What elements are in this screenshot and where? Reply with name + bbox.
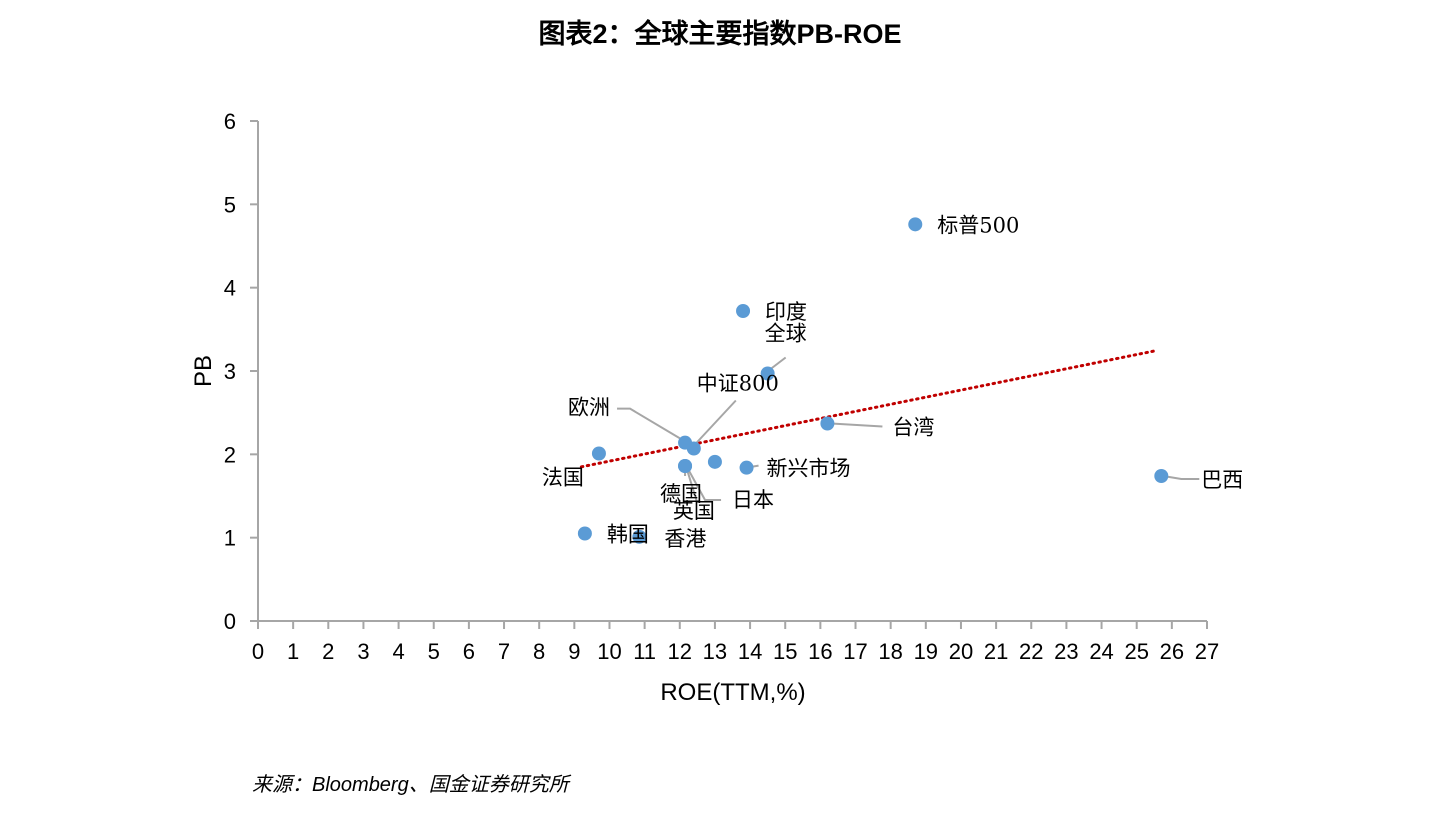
point-label: 韩国 bbox=[607, 523, 649, 547]
x-tick-label: 12 bbox=[668, 639, 692, 664]
x-tick-label: 20 bbox=[949, 639, 973, 664]
leader-line bbox=[695, 399, 737, 445]
data-point bbox=[632, 529, 647, 544]
x-axis-label: ROE(TTM,%) bbox=[660, 679, 805, 706]
y-tick-label: 0 bbox=[224, 609, 236, 634]
y-tick-label: 1 bbox=[224, 526, 236, 551]
point-label: 全球 bbox=[765, 322, 807, 346]
x-tick-label: 15 bbox=[773, 639, 797, 664]
x-tick-label: 4 bbox=[392, 639, 404, 664]
leader-line bbox=[1163, 475, 1200, 480]
x-tick-label: 16 bbox=[808, 639, 832, 664]
data-point bbox=[577, 526, 592, 541]
x-tick-label: 6 bbox=[463, 639, 475, 664]
axes: 0 1 2 3 4 5 6 7 8 9 10 11 12 13 14 15 16 17 18 19 20 21 22 23 24… bbox=[224, 109, 1219, 664]
x-tick-label: 17 bbox=[843, 639, 867, 664]
data-point bbox=[739, 460, 754, 475]
chart-title: 图表2：全球主要指数PB-ROE bbox=[538, 19, 902, 49]
data-point bbox=[1154, 469, 1169, 483]
y-tick-label: 4 bbox=[224, 276, 236, 301]
leader-line bbox=[687, 468, 722, 501]
data-point bbox=[591, 446, 606, 461]
x-tick-label: 27 bbox=[1195, 639, 1219, 664]
point-label: 日本 bbox=[732, 488, 774, 512]
y-tick-label: 3 bbox=[224, 359, 236, 384]
x-tick-label: 0 bbox=[252, 639, 264, 664]
data-point bbox=[760, 366, 775, 381]
point-label: 英国 bbox=[673, 499, 715, 523]
x-tick-label: 21 bbox=[984, 639, 1008, 664]
trendline-path bbox=[579, 349, 1156, 469]
x-tick-label: 18 bbox=[878, 639, 902, 664]
y-tick-label: 5 bbox=[224, 192, 236, 217]
data-point bbox=[736, 304, 751, 318]
point-label: 新兴市场 bbox=[767, 457, 851, 481]
data-point bbox=[707, 454, 722, 469]
y-tick-label: 2 bbox=[224, 442, 236, 467]
x-tick-label: 19 bbox=[914, 639, 938, 664]
x-tick-label: 8 bbox=[533, 639, 545, 664]
point-label: 法国 bbox=[542, 466, 584, 490]
y-axis-label: PB bbox=[190, 355, 217, 387]
data-point bbox=[820, 416, 835, 431]
x-tick-label: 5 bbox=[428, 639, 440, 664]
data-point bbox=[908, 217, 923, 232]
point-label: 标普500 bbox=[937, 213, 1019, 237]
source-note: 来源：Bloomberg、国金证券研究所 bbox=[252, 774, 569, 796]
point-label: 印度 bbox=[765, 300, 807, 324]
data-point bbox=[678, 435, 693, 450]
point-label: 香港 bbox=[664, 527, 706, 551]
x-tick-label: 22 bbox=[1019, 639, 1043, 664]
trendline bbox=[579, 349, 1156, 469]
x-tick-label: 1 bbox=[287, 639, 299, 664]
data-point bbox=[678, 459, 693, 473]
point-label: 中证800 bbox=[697, 372, 779, 396]
leader-line bbox=[831, 422, 883, 428]
point-label: 巴西 bbox=[1201, 468, 1243, 492]
y-tick-label: 6 bbox=[224, 109, 236, 134]
x-tick-label: 14 bbox=[738, 639, 762, 664]
point-label: 德国 bbox=[660, 482, 702, 506]
x-tick-label: 24 bbox=[1089, 639, 1113, 664]
x-tick-label: 25 bbox=[1124, 639, 1148, 664]
x-tick-label: 23 bbox=[1054, 639, 1078, 664]
x-tick-label: 2 bbox=[322, 639, 334, 664]
leader-line bbox=[617, 407, 683, 441]
x-tick-label: 13 bbox=[703, 639, 727, 664]
point-label: 欧洲 bbox=[568, 396, 610, 420]
point-label: 台湾 bbox=[892, 416, 934, 440]
x-tick-label: 7 bbox=[498, 639, 510, 664]
x-tick-label: 9 bbox=[568, 639, 580, 664]
data-points bbox=[577, 217, 1169, 544]
x-tick-label: 11 bbox=[633, 639, 656, 664]
x-tick-label: 10 bbox=[597, 639, 621, 664]
x-tick-label: 3 bbox=[357, 639, 369, 664]
x-tick-label: 26 bbox=[1160, 639, 1184, 664]
